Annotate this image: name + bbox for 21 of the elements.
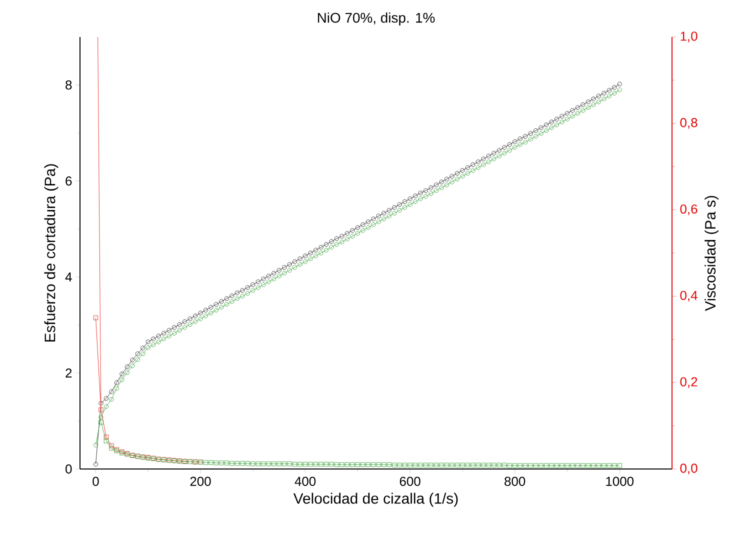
y2-tick-label: 0,2 bbox=[680, 377, 698, 388]
x-tick-label: 600 bbox=[400, 476, 420, 486]
y2-tick-label: 0,6 bbox=[680, 204, 698, 216]
y2-axis-title: Viscosidad (Pa s) bbox=[704, 196, 719, 311]
x-tick-label: 400 bbox=[294, 476, 316, 486]
y2-tick-label: 0,4 bbox=[680, 290, 698, 302]
x-tick-label: 0 bbox=[92, 476, 99, 486]
y-tick-label: 8 bbox=[66, 80, 72, 90]
y-tick-label: 4 bbox=[65, 272, 72, 282]
y2-tick-label: 0,8 bbox=[680, 118, 698, 129]
x-tick-label: 1000 bbox=[606, 476, 634, 486]
y-tick-label: 2 bbox=[66, 368, 72, 378]
x-axis-title: Velocidad de cizalla (1/s) bbox=[293, 492, 458, 507]
x-tick-label: 800 bbox=[504, 476, 526, 486]
chart-title: NiO 70%, disp. 1% bbox=[318, 12, 435, 26]
y-axis-title: Esfuerzo de cortadura (Pa) bbox=[44, 164, 58, 342]
y-tick-label: 0 bbox=[66, 464, 72, 474]
y-tick-label: 6 bbox=[66, 176, 72, 186]
y2-tick-label: 0,0 bbox=[680, 464, 698, 474]
y2-tick-label: 1,0 bbox=[680, 32, 698, 42]
x-tick-label: 200 bbox=[190, 476, 211, 486]
